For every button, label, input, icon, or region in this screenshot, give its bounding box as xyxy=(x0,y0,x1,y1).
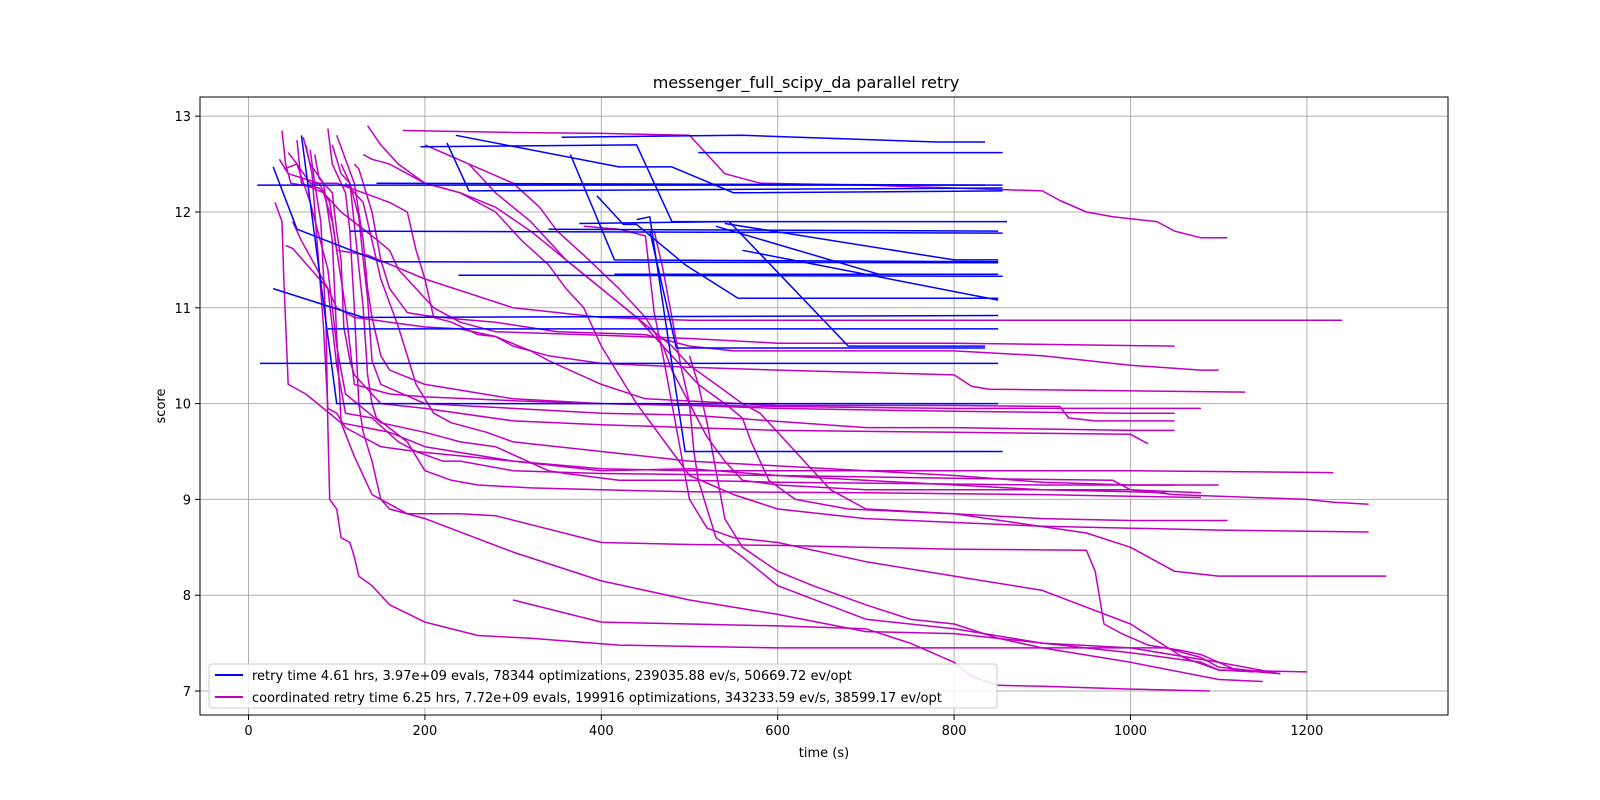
series-line xyxy=(309,149,1263,673)
y-tick-label: 11 xyxy=(174,302,191,317)
y-axis-label: score xyxy=(154,389,169,424)
series-line xyxy=(579,220,985,347)
series-line xyxy=(468,163,1202,494)
y-tick-label: 12 xyxy=(174,206,191,221)
plot-frame xyxy=(199,96,1449,716)
series-line xyxy=(653,230,1281,675)
series-line xyxy=(724,222,999,261)
series-line xyxy=(583,225,1307,673)
series-line xyxy=(327,128,1255,673)
series-line xyxy=(636,216,1003,453)
series-line xyxy=(344,182,1219,486)
series-line xyxy=(302,137,1281,675)
y-tick-label: 13 xyxy=(174,110,191,125)
y-tick-label: 10 xyxy=(174,398,191,413)
series-line xyxy=(596,195,999,299)
series-line xyxy=(291,221,1166,494)
x-tick-label: 1200 xyxy=(1290,724,1323,739)
chart-title: messenger_full_scipy_da parallel retry xyxy=(653,73,960,93)
series-line xyxy=(561,134,985,143)
x-tick-label: 400 xyxy=(589,724,614,739)
x-tick-label: 200 xyxy=(412,724,437,739)
y-tick-label: 8 xyxy=(183,589,191,604)
legend: retry time 4.61 hrs, 3.97e+09 evals, 783… xyxy=(208,663,998,709)
series-line xyxy=(272,166,999,264)
y-tick-label: 9 xyxy=(183,493,191,508)
legend-label-retry: retry time 4.61 hrs, 3.97e+09 evals, 783… xyxy=(252,669,852,684)
y-tick-label: 7 xyxy=(183,685,191,700)
series-line xyxy=(569,154,999,263)
series-line xyxy=(458,274,1003,277)
series-line xyxy=(349,230,1003,234)
series-line xyxy=(715,225,999,276)
x-tick-label: 1000 xyxy=(1114,724,1147,739)
series-line xyxy=(272,287,999,319)
series-line xyxy=(455,134,1003,194)
series-line xyxy=(688,355,1263,683)
series-line xyxy=(548,228,999,232)
legend-box xyxy=(208,663,998,709)
series-line xyxy=(420,144,1007,223)
series-coordinated-retry xyxy=(274,125,1387,692)
series-lines xyxy=(257,125,1387,692)
series-line xyxy=(366,125,1369,533)
series-line xyxy=(340,163,1202,499)
series-line xyxy=(742,249,999,301)
series-line xyxy=(376,182,1003,186)
series-line xyxy=(649,230,985,349)
series-line xyxy=(305,144,1334,474)
ticks: 0 200 400 600 800 1000 1200 7 8 9 10 11 12 13 xyxy=(174,110,1323,739)
x-tick-label: 600 xyxy=(765,724,790,739)
series-line xyxy=(353,163,1219,371)
x-tick-label: 800 xyxy=(942,724,967,739)
legend-label-coordinated: coordinated retry time 6.25 hrs, 7.72e+0… xyxy=(252,691,942,706)
x-axis-label: time (s) xyxy=(799,746,849,761)
series-line xyxy=(300,135,999,405)
series-line xyxy=(335,135,1201,410)
series-line xyxy=(424,144,1387,577)
series-line xyxy=(512,599,1210,692)
series-line xyxy=(331,144,1175,432)
series-retry xyxy=(257,134,1007,453)
series-line xyxy=(446,142,1003,192)
series-line xyxy=(285,244,1175,422)
x-tick-label: 0 xyxy=(244,724,252,739)
series-line xyxy=(274,202,1369,505)
